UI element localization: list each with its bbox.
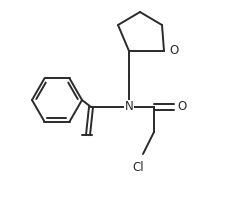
Text: Cl: Cl (132, 161, 144, 174)
Text: N: N (125, 100, 133, 114)
Text: O: O (170, 44, 179, 57)
Text: O: O (178, 100, 187, 113)
